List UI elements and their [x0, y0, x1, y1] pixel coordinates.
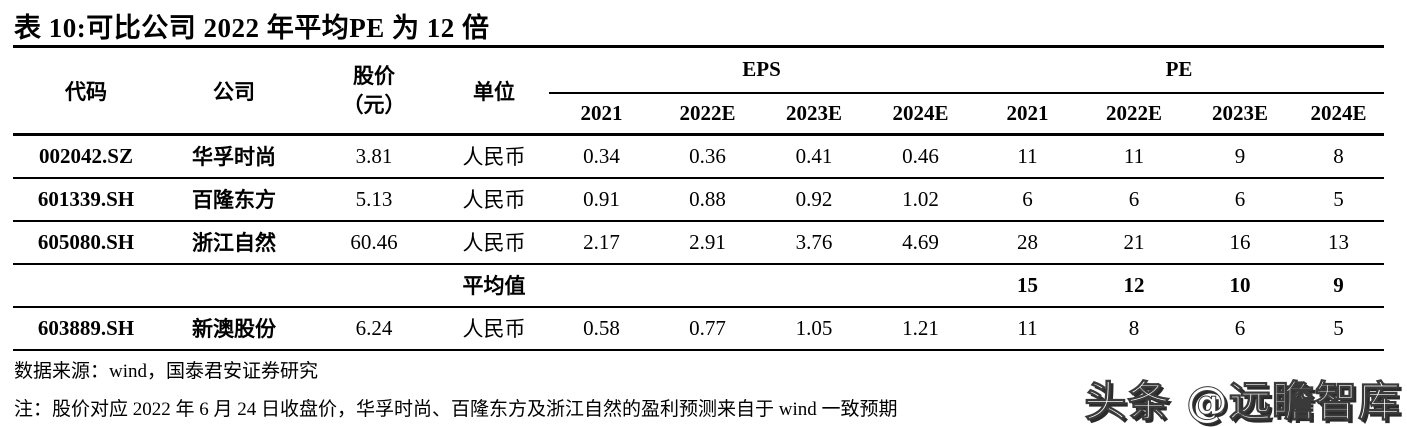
code-cell [13, 263, 159, 308]
eps-year-2021: 2021 [549, 92, 654, 136]
unit-cell: 人民币 [439, 177, 549, 222]
table-title: 表 10:可比公司 2022 年平均PE 为 12 倍 [14, 13, 490, 43]
pe-2024e-cell: 9 [1293, 263, 1385, 308]
pe-2021-cell: 15 [974, 263, 1082, 308]
price-cell: 60.46 [309, 220, 439, 265]
eps-2021-cell: 0.58 [549, 306, 654, 351]
code-cell: 605080.SH [13, 220, 159, 265]
eps-2022e-cell: 2.91 [654, 220, 761, 265]
unit-cell: 人民币 [439, 306, 549, 351]
eps-2021-cell: 2.17 [549, 220, 654, 265]
col-header-price: 股价 （元） [309, 46, 439, 136]
code-cell: 603889.SH [13, 306, 159, 351]
pe-year-2023e: 2023E [1187, 92, 1294, 136]
col-header-company: 公司 [159, 46, 309, 136]
code-cell: 002042.SZ [13, 134, 159, 179]
company-cell: 浙江自然 [159, 220, 309, 265]
eps-2023e-cell: 0.92 [761, 177, 867, 222]
eps-year-2024e: 2024E [867, 92, 975, 136]
pe-2022e-cell: 21 [1081, 220, 1188, 265]
pe-2021-cell: 11 [974, 306, 1082, 351]
eps-2021-cell: 0.34 [549, 134, 654, 179]
unit-cell: 人民币 [439, 220, 549, 265]
eps-2024e-cell: 1.02 [867, 177, 975, 222]
eps-2024e-cell: 1.21 [867, 306, 975, 351]
pe-2024e-cell: 8 [1293, 134, 1385, 179]
eps-2022e-cell [654, 263, 761, 308]
eps-2023e-cell: 0.41 [761, 134, 867, 179]
footnote: 注：股价对应 2022 年 6 月 24 日收盘价，华孚时尚、百隆东方及浙江自然… [14, 399, 898, 420]
pe-2023e-cell: 6 [1187, 177, 1294, 222]
company-cell: 华孚时尚 [159, 134, 309, 179]
pe-2021-cell: 28 [974, 220, 1082, 265]
pe-2023e-cell: 6 [1187, 306, 1294, 351]
table-row: 603889.SH 新澳股份 6.24 人民币 0.58 0.77 1.05 1… [13, 306, 1385, 351]
company-cell [159, 263, 309, 308]
eps-2023e-cell: 1.05 [761, 306, 867, 351]
table-row: 605080.SH 浙江自然 60.46 人民币 2.17 2.91 3.76 … [13, 220, 1385, 265]
pe-2022e-cell: 11 [1081, 134, 1188, 179]
eps-year-2022e: 2022E [654, 92, 761, 136]
pe-2023e-cell: 16 [1187, 220, 1294, 265]
pe-2024e-cell: 5 [1293, 306, 1385, 351]
pe-2023e-cell: 9 [1187, 134, 1294, 179]
col-header-code: 代码 [13, 46, 159, 136]
header-group-row: 代码 公司 股价 （元） 单位 EPS PE [13, 46, 1385, 136]
eps-2021-cell [549, 263, 654, 308]
average-label: 平均值 [439, 263, 549, 308]
eps-2022e-cell: 0.88 [654, 177, 761, 222]
pe-2022e-cell: 8 [1081, 306, 1188, 351]
header-year-row: 2021 2022E 2023E 2024E 2021 2022E 2023E … [13, 92, 1385, 136]
price-label-line1: 股价 [353, 64, 395, 89]
pe-2021-cell: 6 [974, 177, 1082, 222]
table-row: 601339.SH 百隆东方 5.13 人民币 0.91 0.88 0.92 1… [13, 177, 1385, 222]
code-cell: 601339.SH [13, 177, 159, 222]
eps-2022e-cell: 0.77 [654, 306, 761, 351]
pe-2022e-cell: 12 [1081, 263, 1188, 308]
eps-year-2023e: 2023E [761, 92, 867, 136]
pe-2022e-cell: 6 [1081, 177, 1188, 222]
average-row: 平均值 15 12 10 9 [13, 263, 1385, 308]
price-cell: 6.24 [309, 306, 439, 351]
eps-2023e-cell: 3.76 [761, 220, 867, 265]
pe-2023e-cell: 10 [1187, 263, 1294, 308]
price-cell [309, 263, 439, 308]
unit-cell: 人民币 [439, 134, 549, 179]
pe-year-2022e: 2022E [1081, 92, 1188, 136]
price-label-line2: （元） [342, 92, 406, 117]
pe-2024e-cell: 13 [1293, 220, 1385, 265]
company-cell: 新澳股份 [159, 306, 309, 351]
data-source-note: 数据来源：wind，国泰君安证券研究 [14, 361, 319, 382]
pe-2024e-cell: 5 [1293, 177, 1385, 222]
eps-2021-cell: 0.91 [549, 177, 654, 222]
col-header-unit: 单位 [439, 46, 549, 136]
eps-2024e-cell: 0.46 [867, 134, 975, 179]
eps-2024e-cell: 4.69 [867, 220, 975, 265]
pe-year-2021: 2021 [974, 92, 1082, 136]
group-header-eps: EPS [549, 46, 975, 94]
group-header-pe: PE [974, 46, 1385, 94]
watermark: 头条 @远瞻智库 [1084, 377, 1401, 427]
eps-2022e-cell: 0.36 [654, 134, 761, 179]
eps-2024e-cell [867, 263, 975, 308]
table-row: 002042.SZ 华孚时尚 3.81 人民币 0.34 0.36 0.41 0… [13, 134, 1385, 179]
eps-2023e-cell [761, 263, 867, 308]
price-cell: 5.13 [309, 177, 439, 222]
pe-2021-cell: 11 [974, 134, 1082, 179]
comparable-companies-table: 代码 公司 股价 （元） 单位 EPS PE 2021 2022E 2023E … [13, 45, 1385, 351]
company-cell: 百隆东方 [159, 177, 309, 222]
pe-year-2024e: 2024E [1293, 92, 1385, 136]
price-cell: 3.81 [309, 134, 439, 179]
